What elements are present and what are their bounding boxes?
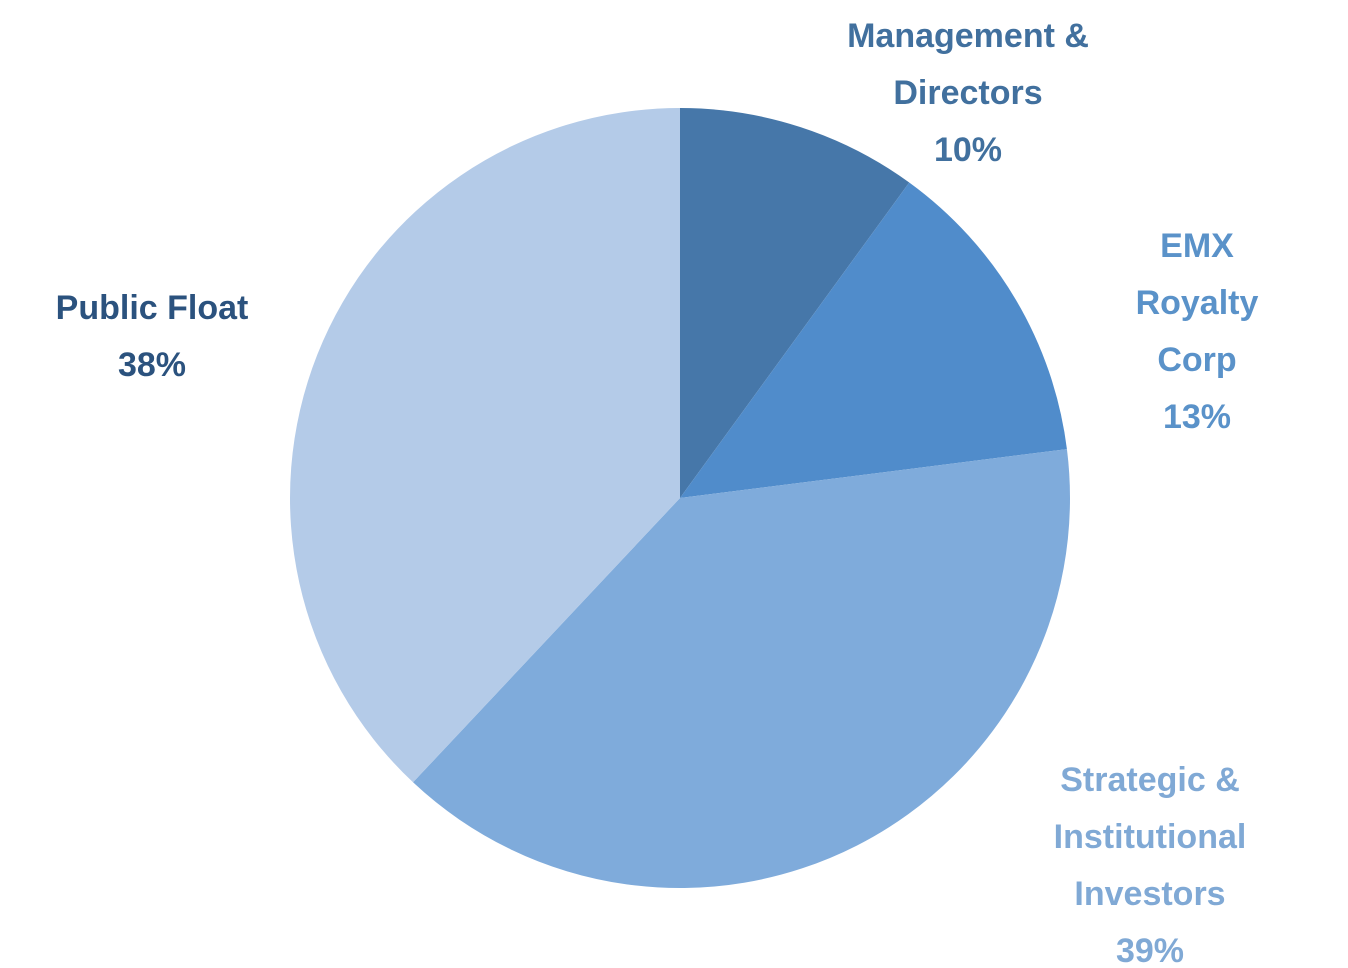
pie-slice xyxy=(680,182,1067,498)
slice-name: Strategic & Institutional Investors xyxy=(1053,761,1247,913)
slice-label: Public Float 38% xyxy=(56,280,249,394)
slice-value: 39% xyxy=(1115,932,1185,968)
pie-slice xyxy=(289,108,680,783)
slice-name: Management & Directors xyxy=(847,17,1089,112)
slice-value: 38% xyxy=(117,346,187,384)
slice-label: Management & Directors 10% xyxy=(847,8,1089,179)
slice-name: EMX Royalty Corp xyxy=(1135,227,1259,379)
pie-slice xyxy=(680,108,910,498)
pie-slice xyxy=(413,449,1070,888)
slice-label: Strategic & Institutional Investors 39% xyxy=(1054,752,1247,968)
slice-value: 13% xyxy=(1162,398,1232,436)
slice-label: EMX Royalty Corp 13% xyxy=(1122,218,1273,446)
slice-value: 10% xyxy=(933,131,1003,169)
slice-name: Public Float xyxy=(55,289,249,327)
